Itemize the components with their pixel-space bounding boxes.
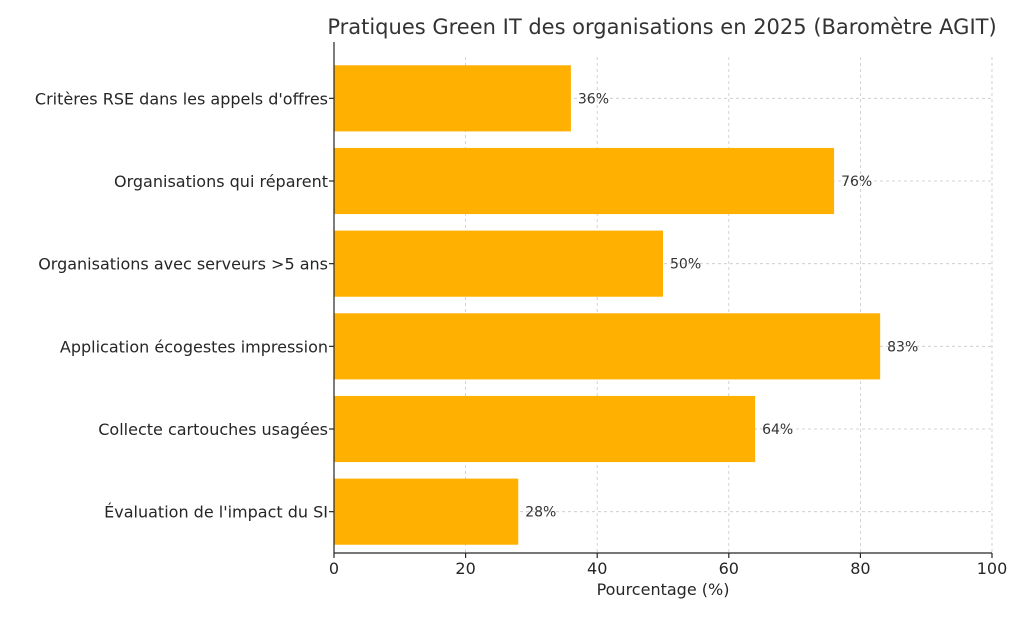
category-label: Organisations qui réparent	[114, 172, 328, 191]
bar-value-label: 64%	[762, 422, 793, 438]
x-tick-label: 20	[455, 559, 475, 578]
category-label: Application écogestes impression	[60, 337, 328, 356]
category-label: Organisations avec serveurs >5 ans	[38, 255, 328, 274]
bar-value-label: 76%	[841, 174, 872, 190]
x-tick-label: 40	[587, 559, 607, 578]
bar	[334, 230, 663, 297]
bar-value-label: 28%	[525, 505, 556, 521]
bar-value-label: 36%	[578, 91, 609, 107]
category-label: Critères RSE dans les appels d'offres	[35, 89, 328, 108]
bar	[334, 313, 881, 380]
category-label: Évaluation de l'impact du SI	[104, 503, 328, 522]
bar	[334, 395, 756, 463]
bar	[334, 478, 519, 545]
x-tick-label: 60	[719, 559, 739, 578]
bar	[334, 147, 835, 215]
bar-value-label: 83%	[887, 339, 918, 355]
x-tick-label: 0	[329, 559, 339, 578]
x-tick-label: 80	[850, 559, 870, 578]
bar	[334, 65, 571, 132]
bar-value-label: 50%	[670, 257, 701, 273]
bars-layer	[334, 65, 881, 545]
labels-layer: 36% Critères RSE dans les appels d'offres…	[35, 89, 918, 521]
x-axis-title: Pourcentage (%)	[597, 580, 730, 599]
axes-layer: 0 20 40 60 80 100	[329, 42, 1007, 578]
category-label: Collecte cartouches usagées	[98, 420, 328, 439]
x-tick-label: 100	[977, 559, 1008, 578]
chart-title: Pratiques Green IT des organisations en …	[327, 15, 996, 39]
